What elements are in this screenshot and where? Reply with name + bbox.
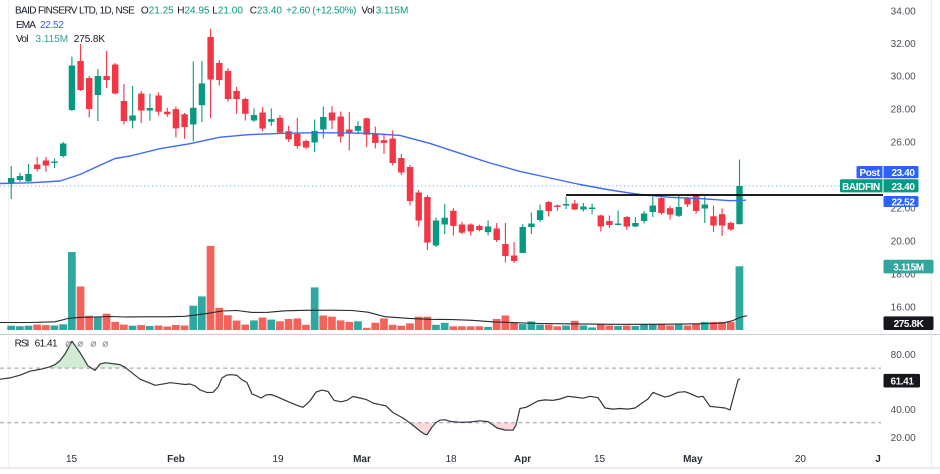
svg-text:Apr: Apr bbox=[514, 454, 531, 465]
svg-text:20: 20 bbox=[795, 454, 807, 465]
svg-text:34.00: 34.00 bbox=[891, 7, 916, 18]
svg-text:16.00: 16.00 bbox=[891, 303, 916, 314]
svg-text:15: 15 bbox=[66, 454, 78, 465]
svg-text:23.40: 23.40 bbox=[891, 168, 915, 179]
svg-text:15: 15 bbox=[594, 454, 606, 465]
svg-text:Feb: Feb bbox=[167, 454, 185, 465]
svg-text:40.00: 40.00 bbox=[891, 405, 916, 416]
svg-text:22.00: 22.00 bbox=[891, 204, 916, 215]
svg-text:18: 18 bbox=[445, 454, 457, 465]
svg-text:80.00: 80.00 bbox=[891, 350, 916, 361]
svg-text:30.00: 30.00 bbox=[891, 72, 916, 83]
svg-text:May: May bbox=[683, 454, 703, 465]
svg-text:22.52: 22.52 bbox=[891, 198, 915, 209]
svg-text:Mar: Mar bbox=[353, 454, 371, 465]
svg-text:19: 19 bbox=[272, 454, 284, 465]
svg-text:20.00: 20.00 bbox=[891, 237, 916, 248]
svg-text:32.00: 32.00 bbox=[891, 39, 916, 50]
svg-text:18.00: 18.00 bbox=[891, 270, 916, 281]
svg-text:28.00: 28.00 bbox=[891, 105, 916, 116]
svg-text:23.40: 23.40 bbox=[891, 182, 915, 193]
svg-text:J: J bbox=[875, 454, 881, 465]
svg-text:BAIDFIN: BAIDFIN bbox=[842, 182, 880, 193]
svg-text:3.115M: 3.115M bbox=[893, 263, 923, 274]
svg-text:275.8K: 275.8K bbox=[894, 319, 925, 330]
svg-text:20.00: 20.00 bbox=[891, 433, 916, 444]
svg-text:61.41: 61.41 bbox=[890, 377, 914, 388]
svg-text:Post: Post bbox=[859, 168, 880, 179]
svg-text:26.00: 26.00 bbox=[891, 138, 916, 149]
